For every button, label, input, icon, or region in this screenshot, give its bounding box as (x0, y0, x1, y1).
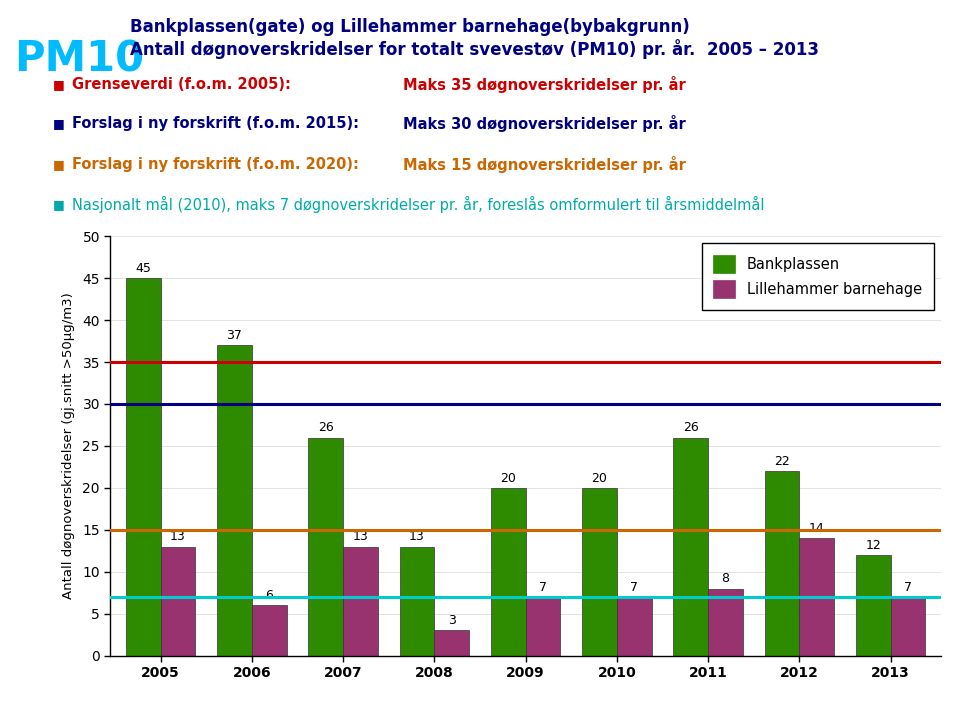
Bar (582, 488, 617, 656)
Bar (673, 438, 708, 656)
Bar (252, 606, 286, 656)
Y-axis label: Antall døgnoverskridelser (gj.snitt >50μg/m3): Antall døgnoverskridelser (gj.snitt >50μ… (62, 293, 76, 599)
Text: Bankplassen(gate) og Lillehammer barnehage(bybakgrunn): Bankplassen(gate) og Lillehammer barneha… (130, 18, 689, 36)
Text: 13: 13 (409, 530, 425, 544)
Bar (308, 438, 343, 656)
Text: 45: 45 (135, 262, 151, 275)
Text: Maks 15 døgnoverskridelser pr. år: Maks 15 døgnoverskridelser pr. år (403, 156, 686, 173)
Bar (891, 597, 925, 656)
Text: Forslag i ny forskrift (f.o.m. 2015):: Forslag i ny forskrift (f.o.m. 2015): (72, 116, 359, 131)
Text: Maks 30 døgnoverskridelser pr. år: Maks 30 døgnoverskridelser pr. år (403, 115, 686, 132)
Text: 37: 37 (227, 329, 243, 342)
Text: Antall døgnoverskridelser for totalt svevestøv (PM10) pr. år.  2005 – 2013: Antall døgnoverskridelser for totalt sve… (130, 39, 819, 59)
Bar (765, 471, 800, 656)
Bar (217, 345, 252, 656)
Text: 26: 26 (683, 421, 699, 434)
Bar (399, 546, 434, 656)
Text: ■: ■ (53, 158, 64, 171)
Bar (126, 278, 160, 656)
Text: PM10: PM10 (14, 39, 145, 81)
Text: 6: 6 (265, 589, 273, 602)
Bar (343, 546, 378, 656)
Bar (800, 538, 834, 656)
Text: ■: ■ (53, 78, 64, 91)
Bar (856, 555, 891, 656)
Text: Grenseverdi (f.o.m. 2005):: Grenseverdi (f.o.m. 2005): (72, 77, 291, 92)
Bar (525, 597, 561, 656)
Bar (160, 546, 195, 656)
Text: Forslag i ny forskrift (f.o.m. 2020):: Forslag i ny forskrift (f.o.m. 2020): (72, 157, 359, 172)
Text: 7: 7 (539, 581, 547, 594)
Bar (491, 488, 525, 656)
Text: 12: 12 (865, 539, 881, 551)
Text: ■: ■ (53, 117, 64, 130)
Legend: Bankplassen, Lillehammer barnehage: Bankplassen, Lillehammer barnehage (702, 243, 933, 309)
Text: Maks 35 døgnoverskridelser pr. år: Maks 35 døgnoverskridelser pr. år (403, 76, 686, 93)
Bar (434, 630, 469, 656)
Text: 7: 7 (904, 581, 912, 594)
Bar (708, 589, 743, 656)
Text: 7: 7 (630, 581, 638, 594)
Text: 3: 3 (447, 614, 456, 627)
Text: 13: 13 (170, 530, 186, 544)
Text: 14: 14 (809, 522, 825, 535)
Text: 22: 22 (774, 455, 790, 467)
Text: ■: ■ (53, 198, 64, 211)
Text: 26: 26 (318, 421, 334, 434)
Bar (617, 597, 652, 656)
Text: 20: 20 (591, 472, 608, 484)
Text: Nasjonalt mål (2010), maks 7 døgnoverskridelser pr. år, foreslås omformulert til: Nasjonalt mål (2010), maks 7 døgnoverskr… (72, 196, 764, 213)
Text: 20: 20 (500, 472, 516, 484)
Text: 13: 13 (352, 530, 369, 544)
Text: 8: 8 (722, 572, 730, 585)
